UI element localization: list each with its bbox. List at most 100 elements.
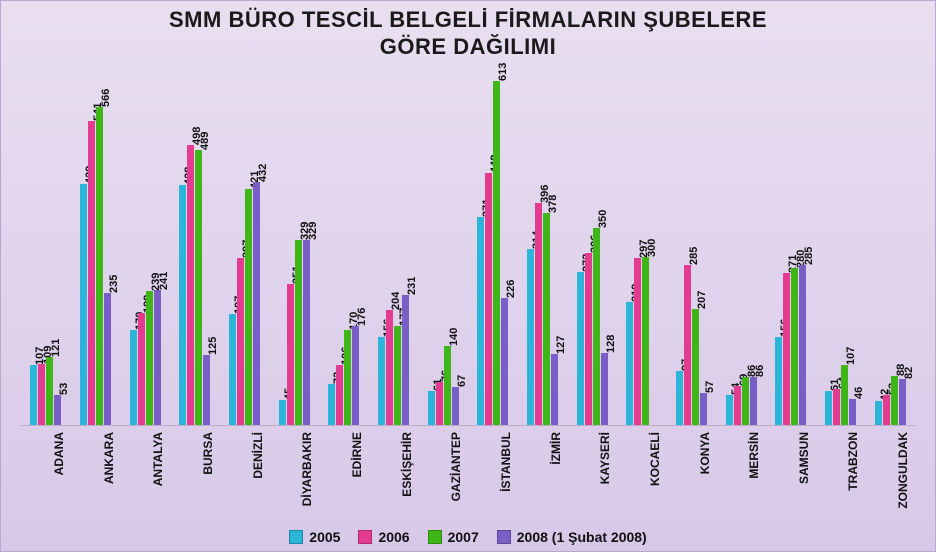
bar: 448 bbox=[485, 173, 492, 425]
legend-label: 2008 (1 Şubat 2008) bbox=[517, 529, 647, 545]
bar: 350 bbox=[593, 228, 600, 425]
bar: 297 bbox=[237, 258, 244, 425]
bar: 489 bbox=[195, 150, 202, 425]
bar-group: 45251329329 bbox=[279, 240, 310, 425]
chart-title-line2: GÖRE DAĞILIMI bbox=[1, 34, 935, 64]
bar: 421 bbox=[245, 189, 252, 425]
plot-area: 1071091215342954156623517019923924142849… bbox=[21, 63, 915, 511]
bar: 280 bbox=[791, 268, 798, 425]
bar: 285 bbox=[684, 265, 691, 425]
bar: 498 bbox=[187, 145, 194, 425]
bar-value-label: 207 bbox=[696, 290, 708, 308]
bar-group: 54698686 bbox=[726, 377, 757, 425]
bar: 170 bbox=[344, 330, 351, 425]
bar: 235 bbox=[104, 293, 111, 425]
bar: 177 bbox=[394, 326, 401, 425]
bar: 251 bbox=[287, 284, 294, 425]
bar: 107 bbox=[841, 365, 848, 425]
bar: 61 bbox=[428, 391, 435, 425]
bar: 109 bbox=[38, 364, 45, 425]
bar: 107 bbox=[30, 365, 37, 425]
bar-group: 156204177231 bbox=[378, 295, 409, 425]
bar-value-label: 57 bbox=[704, 381, 716, 393]
x-axis-label: DENİZLİ bbox=[251, 432, 265, 516]
legend-swatch bbox=[428, 530, 442, 544]
bar-group: 371448613226 bbox=[477, 81, 508, 425]
x-axis-labels: ADANAANKARAANTALYABURSADENİZLİDİYARBAKIR… bbox=[21, 426, 915, 511]
chart-title-line1: SMM BÜRO TESCİL BELGELİ FİRMALARIN ŞUBEL… bbox=[1, 1, 935, 34]
bar: 371 bbox=[477, 217, 484, 425]
bar: 42 bbox=[875, 401, 882, 425]
bar: 73 bbox=[328, 384, 335, 425]
bar: 61 bbox=[825, 391, 832, 425]
bar-value-label: 241 bbox=[158, 271, 170, 289]
bar-value-label: 128 bbox=[605, 335, 617, 353]
bar: 204 bbox=[386, 310, 393, 425]
bar: 541 bbox=[88, 121, 95, 425]
bar-value-label: 235 bbox=[108, 275, 120, 293]
bar: 285 bbox=[799, 265, 806, 425]
bar: 329 bbox=[295, 240, 302, 425]
bar: 176 bbox=[352, 326, 359, 425]
bar: 314 bbox=[527, 249, 534, 425]
bar-group: 219297300 bbox=[626, 257, 657, 425]
bar-group: 616410746 bbox=[825, 365, 856, 425]
bar-value-label: 107 bbox=[845, 347, 857, 365]
legend-item: 2006 bbox=[358, 529, 409, 545]
x-axis-label: DİYARBAKIR bbox=[300, 432, 314, 516]
bar: 207 bbox=[692, 309, 699, 425]
bar-value-label: 350 bbox=[597, 210, 609, 228]
x-axis-label: ANTALYA bbox=[151, 432, 165, 516]
x-axis-label: EDİRNE bbox=[350, 432, 364, 516]
legend-swatch bbox=[289, 530, 303, 544]
bar: 45 bbox=[279, 400, 286, 425]
bar-value-label: 329 bbox=[307, 222, 319, 240]
bar: 199 bbox=[138, 313, 145, 425]
bar-group: 428498489125 bbox=[179, 145, 210, 425]
legend-item: 2007 bbox=[428, 529, 479, 545]
bar: 613 bbox=[493, 81, 500, 425]
bar-value-label: 378 bbox=[547, 194, 559, 212]
bar: 219 bbox=[626, 302, 633, 425]
bar: 226 bbox=[501, 298, 508, 425]
bar-value-label: 489 bbox=[199, 132, 211, 150]
bar: 170 bbox=[130, 330, 137, 425]
bar: 429 bbox=[80, 184, 87, 425]
bar: 156 bbox=[775, 337, 782, 425]
bar-value-label: 140 bbox=[448, 328, 460, 346]
legend-swatch bbox=[497, 530, 511, 544]
bar-group: 156271280285 bbox=[775, 265, 806, 425]
bar-value-label: 231 bbox=[406, 277, 418, 295]
bar-value-label: 285 bbox=[688, 247, 700, 265]
legend-label: 2005 bbox=[309, 529, 340, 545]
bar: 156 bbox=[378, 337, 385, 425]
bar: 53 bbox=[883, 395, 890, 425]
bar-value-label: 53 bbox=[58, 383, 70, 395]
bar: 69 bbox=[734, 386, 741, 425]
x-axis-label: KOCAELİ bbox=[648, 432, 662, 516]
bar: 271 bbox=[783, 273, 790, 425]
x-axis-label: BURSA bbox=[201, 432, 215, 516]
bar-group: 429541566235 bbox=[80, 107, 111, 425]
bar-value-label: 285 bbox=[803, 247, 815, 265]
x-axis-label: GAZİANTEP bbox=[449, 432, 463, 516]
bar: 53 bbox=[54, 395, 61, 425]
bar-value-label: 613 bbox=[497, 62, 509, 80]
bar-group: 197297421432 bbox=[229, 182, 260, 425]
legend-label: 2007 bbox=[448, 529, 479, 545]
bar: 297 bbox=[634, 258, 641, 425]
bar: 121 bbox=[46, 357, 53, 425]
bar: 231 bbox=[402, 295, 409, 425]
x-axis-label: SAMSUN bbox=[797, 432, 811, 516]
legend-item: 2005 bbox=[289, 529, 340, 545]
x-axis-label: İZMİR bbox=[549, 432, 563, 516]
bar-group: 73106170176 bbox=[328, 326, 359, 425]
bar: 432 bbox=[253, 182, 260, 425]
bar-group: 617614067 bbox=[428, 346, 459, 425]
bar: 106 bbox=[336, 365, 343, 425]
bar: 86 bbox=[742, 377, 749, 425]
bar: 67 bbox=[452, 387, 459, 425]
x-axis-label: ADANA bbox=[52, 432, 66, 516]
bars-region: 1071091215342954156623517019923924142849… bbox=[21, 63, 915, 426]
x-axis-label: TRABZON bbox=[846, 432, 860, 516]
